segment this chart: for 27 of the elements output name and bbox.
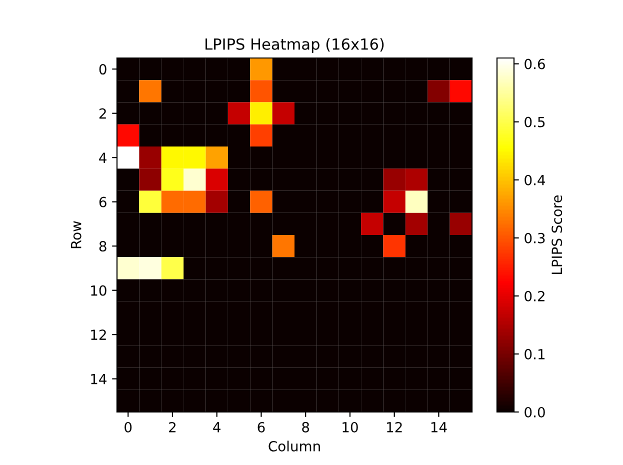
y-tick-label: 2 [99,108,106,119]
color-bar-label: 0.4 [524,174,546,186]
y-tick-label: 12 [91,330,106,340]
y-tick-label: 0 [99,64,106,75]
y-tick-label: 8 [99,241,106,252]
x-tick-label: 6 [258,422,265,432]
y-tick-label: 4 [99,152,106,163]
x-tick-label: 4 [213,422,220,432]
color-bar-label: 0.0 [524,406,545,418]
y-tick-label: 6 [99,196,106,208]
x-tick-label: 10 [342,422,358,432]
x-tick-label: 0 [124,422,132,432]
x-tick-label: 8 [302,422,310,432]
color-bar-title: LPIPS Score [552,195,562,274]
chart-title: LPIPS Heatmap (16x16) [206,38,384,53]
x-tick-label: 14 [431,422,447,432]
color-bar-label: 0.1 [524,348,545,360]
x-tick-label: 2 [169,422,176,432]
x-tick-label: 12 [387,422,402,432]
color-bar-label: 0.6 [524,58,545,70]
y-tick-label: 10 [91,285,106,296]
x-axis-title: Column [268,440,320,452]
y-axis-title: Row [71,221,82,248]
y-tick-label: 14 [91,374,106,384]
color-bar-label: 0.2 [524,290,544,302]
color-bar-label: 0.3 [524,232,545,244]
color-bar-label: 0.5 [524,116,545,128]
